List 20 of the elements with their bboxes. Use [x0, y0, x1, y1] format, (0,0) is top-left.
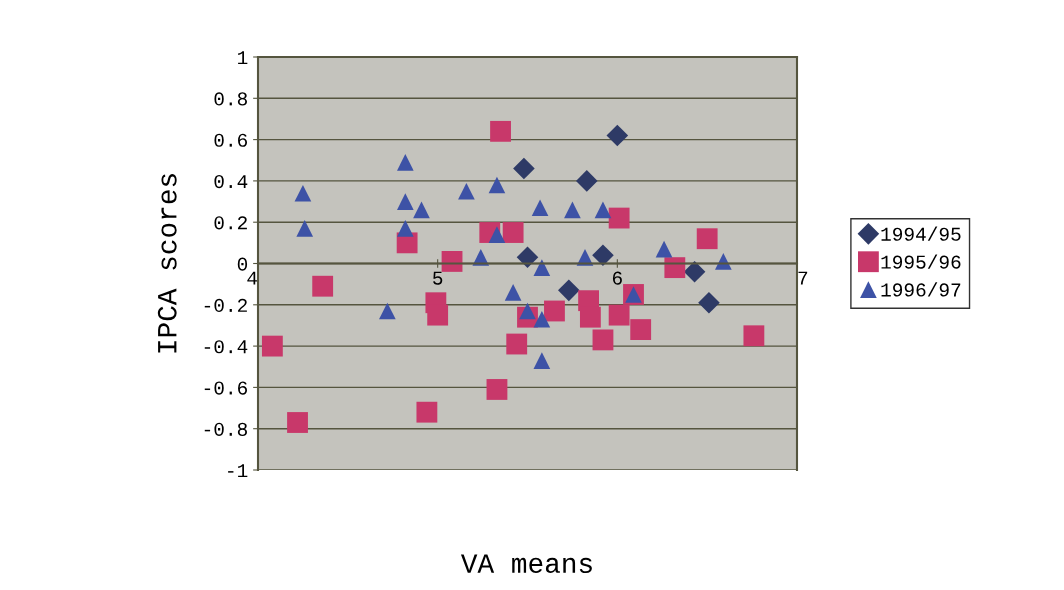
y-tick-label: 0.8 — [214, 92, 247, 106]
y-tick-label: -0.2 — [204, 298, 247, 313]
y-tick-label: -1 — [228, 464, 248, 478]
x-tick-label: 6 — [612, 271, 622, 285]
legend-label: 1994/95 — [881, 226, 961, 241]
y-tick-label: 0.6 — [214, 133, 248, 147]
x-tick-label: 5 — [433, 271, 443, 285]
y-tick-label: 0.2 — [214, 216, 247, 230]
y-tick-label: 1 — [238, 51, 248, 65]
legend-label: 1996/97 — [881, 282, 961, 297]
y-tick-label: -0.8 — [204, 422, 247, 436]
x-axis-title: VA means — [460, 554, 592, 573]
y-tick-label: -0.4 — [204, 340, 248, 354]
x-tick-label: 7 — [798, 271, 808, 285]
legend-label: 1995/96 — [881, 254, 961, 269]
x-tick-label: 4 — [247, 271, 258, 285]
y-tick-label: 0.4 — [214, 174, 248, 189]
y-tick-label: 0 — [237, 257, 248, 271]
y-axis-title: IPCA scores — [157, 174, 177, 353]
y-tick-label: -0.6 — [204, 381, 248, 395]
